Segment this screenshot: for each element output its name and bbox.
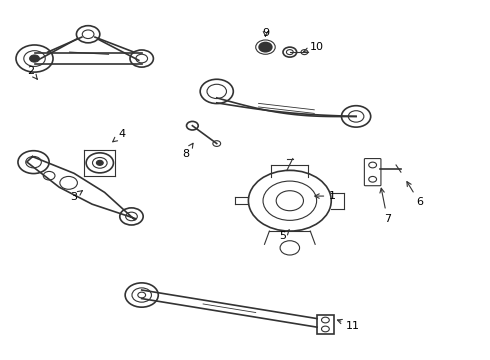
- Text: 8: 8: [182, 143, 193, 159]
- Text: 4: 4: [113, 129, 126, 142]
- Bar: [317, 315, 334, 334]
- Text: 11: 11: [338, 319, 360, 331]
- Text: 3: 3: [70, 191, 82, 202]
- Text: 9: 9: [262, 28, 269, 38]
- Circle shape: [30, 55, 39, 62]
- Text: 1: 1: [315, 191, 336, 201]
- Text: 6: 6: [407, 182, 423, 207]
- Circle shape: [97, 160, 103, 165]
- Text: 10: 10: [304, 42, 324, 52]
- Circle shape: [259, 42, 272, 52]
- Text: 5: 5: [279, 230, 290, 242]
- Text: 2: 2: [27, 66, 37, 79]
- Text: 7: 7: [380, 188, 391, 224]
